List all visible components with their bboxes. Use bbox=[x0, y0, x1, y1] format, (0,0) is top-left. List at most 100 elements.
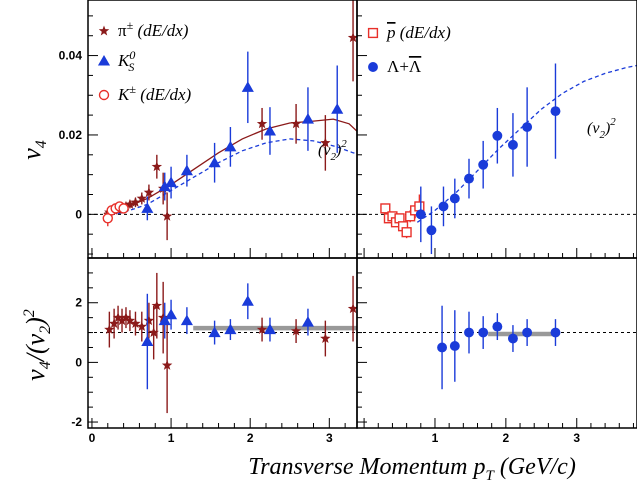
ylabel-sub: 4 bbox=[33, 140, 50, 148]
data-point bbox=[347, 32, 357, 43]
data-point bbox=[165, 308, 178, 320]
data-point bbox=[161, 210, 173, 221]
data-point bbox=[437, 342, 448, 353]
data-point bbox=[116, 315, 128, 326]
data-point bbox=[550, 327, 561, 338]
data-point bbox=[143, 187, 155, 197]
data-point bbox=[320, 137, 331, 148]
y-tick-label: 0.04 bbox=[59, 49, 83, 63]
legend-left-entry: π± (dE/dx) bbox=[98, 18, 189, 40]
panel-plot-area bbox=[88, 272, 357, 414]
data-point bbox=[241, 295, 254, 306]
legend-tail: (dE/dx) bbox=[396, 23, 452, 42]
series-filled-circle bbox=[415, 63, 561, 255]
data-point bbox=[301, 316, 314, 327]
data-point bbox=[492, 321, 503, 332]
data-point bbox=[102, 213, 113, 224]
legend-tail: (dE/dx) bbox=[136, 85, 192, 104]
data-point bbox=[256, 324, 268, 335]
data-point bbox=[148, 327, 159, 338]
data-point bbox=[161, 359, 173, 370]
data-point bbox=[290, 325, 302, 336]
xlabel-sub: T bbox=[486, 468, 496, 484]
y-tick-label: 0 bbox=[75, 207, 82, 221]
data-point bbox=[141, 335, 154, 347]
data-point bbox=[141, 202, 154, 213]
data-point bbox=[263, 323, 277, 335]
data-point bbox=[449, 193, 460, 204]
data-point bbox=[331, 103, 344, 114]
x-tick-label: 0 bbox=[89, 431, 96, 445]
legend-left-entry: K0 S bbox=[97, 48, 135, 74]
x-tick-label: 3 bbox=[326, 431, 333, 445]
data-point bbox=[320, 333, 331, 343]
data-point bbox=[224, 323, 237, 335]
data-point bbox=[464, 327, 474, 338]
data-point bbox=[157, 312, 169, 323]
panel-bottom-right bbox=[356, 257, 637, 429]
legend-right-entry: p (dE/dx) bbox=[367, 23, 452, 42]
data-point bbox=[550, 106, 561, 117]
legend-label: Λ+Λ bbox=[387, 57, 422, 76]
legend-sup: ± bbox=[129, 82, 136, 96]
legend-left-entry: K± (dE/dx) bbox=[98, 82, 192, 104]
series-open-circle bbox=[102, 201, 129, 227]
annotation-sup: 2 bbox=[341, 138, 347, 150]
data-point bbox=[130, 196, 141, 207]
data-point bbox=[143, 315, 155, 326]
legend-marker bbox=[97, 54, 111, 66]
annotation-text: (v bbox=[318, 142, 331, 159]
top-y-axis-label: v4 bbox=[17, 140, 50, 160]
data-point bbox=[136, 321, 148, 332]
data-point bbox=[426, 225, 437, 236]
ylabel-main: ) bbox=[21, 317, 50, 328]
annotation-sub: 2 bbox=[330, 151, 336, 163]
annotation-sup: 2 bbox=[610, 116, 616, 128]
data-point bbox=[180, 164, 193, 176]
legend-tail: (dE/dx) bbox=[133, 21, 189, 40]
data-point bbox=[165, 176, 178, 188]
y-tick-label: 0.02 bbox=[59, 128, 83, 142]
legend-right-entry: Λ+Λ bbox=[368, 57, 422, 76]
data-point bbox=[478, 159, 489, 170]
data-point bbox=[208, 326, 221, 338]
legend-sub: S bbox=[128, 60, 134, 74]
x-tick-label: 3 bbox=[573, 431, 580, 445]
legend-base: Λ+ bbox=[387, 57, 409, 76]
y-tick-label: -2 bbox=[71, 415, 82, 429]
data-point bbox=[522, 327, 533, 338]
ylabel-main: v bbox=[17, 148, 46, 160]
panel-frame bbox=[356, 257, 637, 429]
y-tick-label: 0 bbox=[75, 355, 82, 369]
legend-base: p bbox=[386, 23, 396, 42]
panel-plot-area bbox=[357, 305, 637, 390]
curve-annotation: (v2)2 bbox=[587, 116, 616, 141]
data-point bbox=[130, 318, 141, 329]
y-tick-label: 2 bbox=[75, 296, 82, 310]
series-triangle bbox=[141, 283, 314, 390]
data-point bbox=[256, 118, 268, 129]
legend-label: K0 S bbox=[117, 48, 135, 74]
panel-frame bbox=[87, 257, 358, 429]
data-point bbox=[449, 341, 460, 351]
data-point bbox=[136, 192, 148, 203]
x-axis-label: Transverse Momentum pT (GeV/c) bbox=[248, 454, 576, 484]
data-point bbox=[224, 140, 237, 152]
data-point bbox=[380, 203, 391, 214]
data-point bbox=[263, 124, 277, 136]
curve-annotation: (v2)2 bbox=[318, 138, 347, 163]
ylabel-sup: 2 bbox=[21, 309, 38, 317]
data-point bbox=[241, 81, 254, 92]
legend-sup: 0 bbox=[129, 48, 135, 62]
curve-solid bbox=[103, 118, 357, 215]
data-point bbox=[104, 324, 115, 335]
ylabel-sub: 4 bbox=[37, 361, 54, 369]
data-point bbox=[478, 327, 489, 338]
annotation-text: ) bbox=[335, 142, 341, 159]
x-tick-label: 2 bbox=[247, 431, 254, 445]
data-point bbox=[415, 209, 426, 220]
series-star bbox=[104, 272, 357, 414]
ylabel-main: v bbox=[21, 369, 50, 381]
data-point bbox=[180, 314, 193, 326]
